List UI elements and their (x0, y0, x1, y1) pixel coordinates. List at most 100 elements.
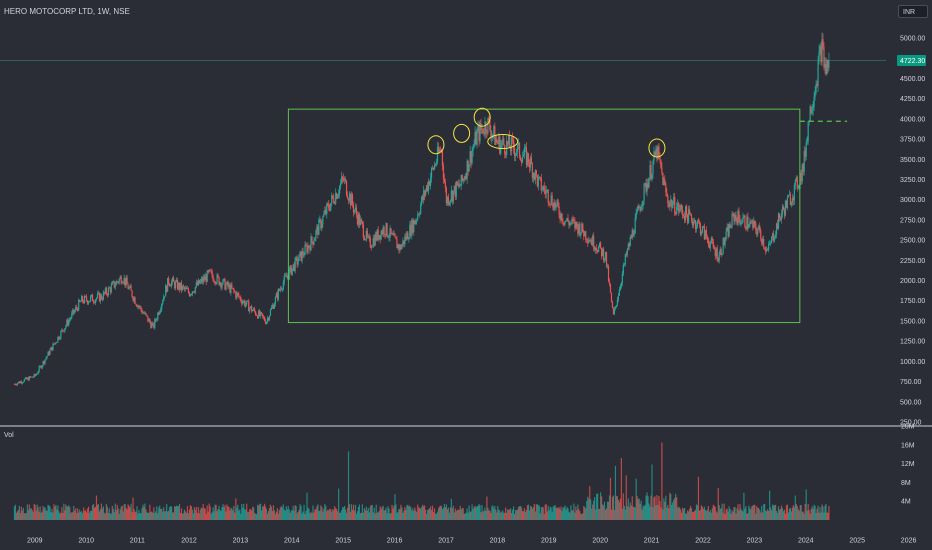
volume-bar (414, 507, 416, 520)
volume-bar (760, 512, 762, 520)
volume-bar (89, 510, 92, 520)
volume-bar (602, 505, 605, 520)
candle-body (55, 342, 57, 344)
volume-bar (547, 506, 549, 520)
candle-body (603, 258, 606, 261)
volume-bar (117, 508, 119, 520)
volume-bar (347, 451, 350, 520)
candle-body (219, 282, 221, 285)
volume-bar (570, 505, 572, 520)
volume-bar (551, 511, 553, 520)
candle-body (302, 250, 304, 256)
volume-bar (460, 509, 462, 520)
volume-bar (200, 507, 202, 520)
candle-body (115, 281, 117, 286)
candle-body (734, 214, 736, 221)
candle-body (427, 185, 429, 191)
volume-bar (550, 507, 552, 520)
candle-body (126, 277, 128, 285)
volume-bar (388, 508, 390, 520)
candle-body (717, 260, 719, 262)
volume-bar (592, 504, 594, 520)
volume-bar (540, 507, 542, 520)
candle-body (526, 153, 529, 166)
volume-bar (29, 508, 31, 520)
candle-body (737, 210, 739, 225)
volume-bar (522, 510, 525, 520)
candle-body (718, 254, 720, 261)
volume-bar (509, 509, 511, 520)
volume-bar (721, 503, 723, 520)
candle-body (123, 277, 125, 283)
currency-button[interactable]: INR (898, 5, 928, 18)
volume-bar (606, 501, 609, 520)
candle-body (685, 206, 687, 221)
volume-bar (768, 510, 770, 520)
candle-body (587, 240, 589, 243)
candle-body (622, 264, 624, 274)
candle-body (303, 254, 305, 256)
candle-body (156, 319, 158, 321)
volume-bar (648, 503, 650, 520)
volume-bar (640, 500, 642, 520)
candle-body (529, 157, 532, 168)
candle-body (697, 220, 700, 222)
volume-bar (126, 509, 128, 520)
candle-body (620, 282, 622, 287)
volume-bar (55, 504, 57, 520)
volume-bar (761, 505, 763, 520)
volume-bar (62, 513, 64, 520)
volume-bar (294, 505, 296, 520)
candle-body (803, 150, 805, 172)
volume-bar (59, 513, 61, 520)
volume-bar (23, 513, 25, 520)
candle-body (429, 177, 432, 186)
candle-body (95, 297, 98, 300)
candle-body (98, 292, 101, 302)
volume-bar (461, 508, 463, 520)
candle-body (424, 190, 426, 196)
volume-bar (696, 505, 699, 520)
volume-bar (185, 512, 188, 520)
volume-bar (480, 512, 482, 520)
candle-body (340, 182, 342, 187)
volume-bar (204, 508, 206, 520)
candle-body (604, 251, 607, 259)
volume-bar (478, 503, 480, 520)
volume-bar (679, 507, 681, 520)
volume-bar (328, 510, 330, 520)
volume-bar (380, 509, 382, 520)
candle-body (160, 309, 162, 312)
volume-bar (190, 506, 192, 520)
year-tick-label: 2018 (490, 538, 506, 545)
volume-bar (183, 509, 186, 520)
candle-body (621, 273, 623, 283)
volume-bar (264, 506, 267, 520)
candle-body (791, 197, 793, 203)
volume-bar (108, 508, 110, 520)
candle-body (181, 285, 184, 291)
candle-body (43, 361, 45, 364)
volume-bar (431, 505, 434, 520)
volume-bar (678, 506, 680, 520)
candle-body (122, 282, 124, 284)
candle-body (326, 203, 328, 215)
candle-body (390, 228, 392, 234)
volume-bar (19, 513, 21, 520)
volume-bar (348, 504, 351, 520)
candle-body (31, 376, 33, 378)
candle-body (444, 182, 447, 189)
candle-body (121, 282, 123, 284)
volume-bar (77, 508, 79, 520)
volume-bar (209, 506, 211, 520)
volume-bar (692, 512, 695, 520)
volume-bar (569, 512, 571, 520)
volume-bar (464, 513, 466, 520)
candle-body (457, 183, 459, 186)
candle-body (134, 297, 136, 304)
volume-bar (699, 509, 702, 520)
candle-body (278, 289, 280, 291)
year-tick-label: 2022 (695, 538, 711, 545)
volume-bar (127, 504, 129, 520)
